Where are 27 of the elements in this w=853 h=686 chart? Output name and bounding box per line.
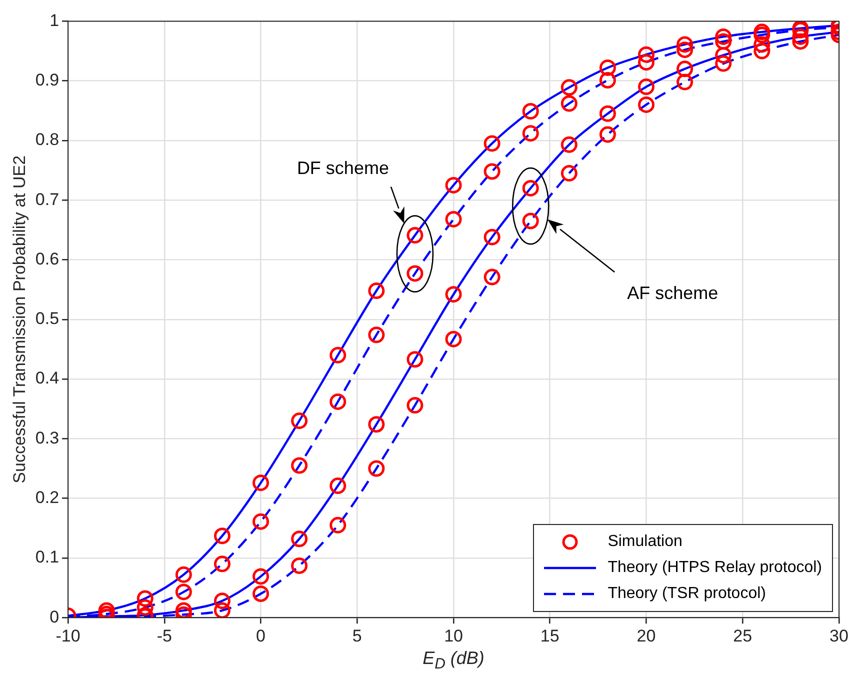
y-axis-title: Successful Transmission Probability at UE2: [10, 155, 29, 484]
y-tick-label: 0.5: [35, 309, 60, 328]
y-tick-label: 0.2: [35, 488, 60, 508]
annotation: AF scheme: [626, 283, 720, 304]
x-tick-label: 0: [256, 626, 266, 646]
y-tick-label: 0.7: [35, 190, 60, 209]
x-axis-title: E$_{D}$ (dB): [422, 648, 486, 672]
y-tick-label: 0.3: [35, 428, 60, 448]
y-tick-label: 0.8: [35, 130, 60, 150]
x-tick-label: -10: [56, 626, 80, 646]
y-tick-label: 0.6: [35, 249, 60, 268]
x-tick-label: 30: [830, 626, 848, 646]
x-tick-label: 25: [733, 626, 752, 646]
x-tick-label: -5: [156, 626, 172, 646]
x-tick-label: 20: [636, 626, 656, 646]
y-tick-label: 0: [50, 607, 60, 626]
legend-label: Simulation: [608, 532, 682, 551]
y-tick-label: 0.1: [35, 548, 60, 567]
legend-label: Theory (TSR protocol): [608, 584, 766, 603]
annotation: DF scheme: [296, 158, 390, 179]
x-tick-label: 5: [352, 626, 362, 646]
legend-label: Theory (HTPS Relay protocol): [608, 558, 822, 577]
x-tick-label: 10: [444, 626, 463, 646]
y-tick-label: 0.4: [35, 368, 60, 388]
y-tick-label: 1: [50, 10, 60, 30]
x-tick-label: 15: [540, 626, 560, 646]
y-tick-label: 0.9: [35, 70, 60, 90]
